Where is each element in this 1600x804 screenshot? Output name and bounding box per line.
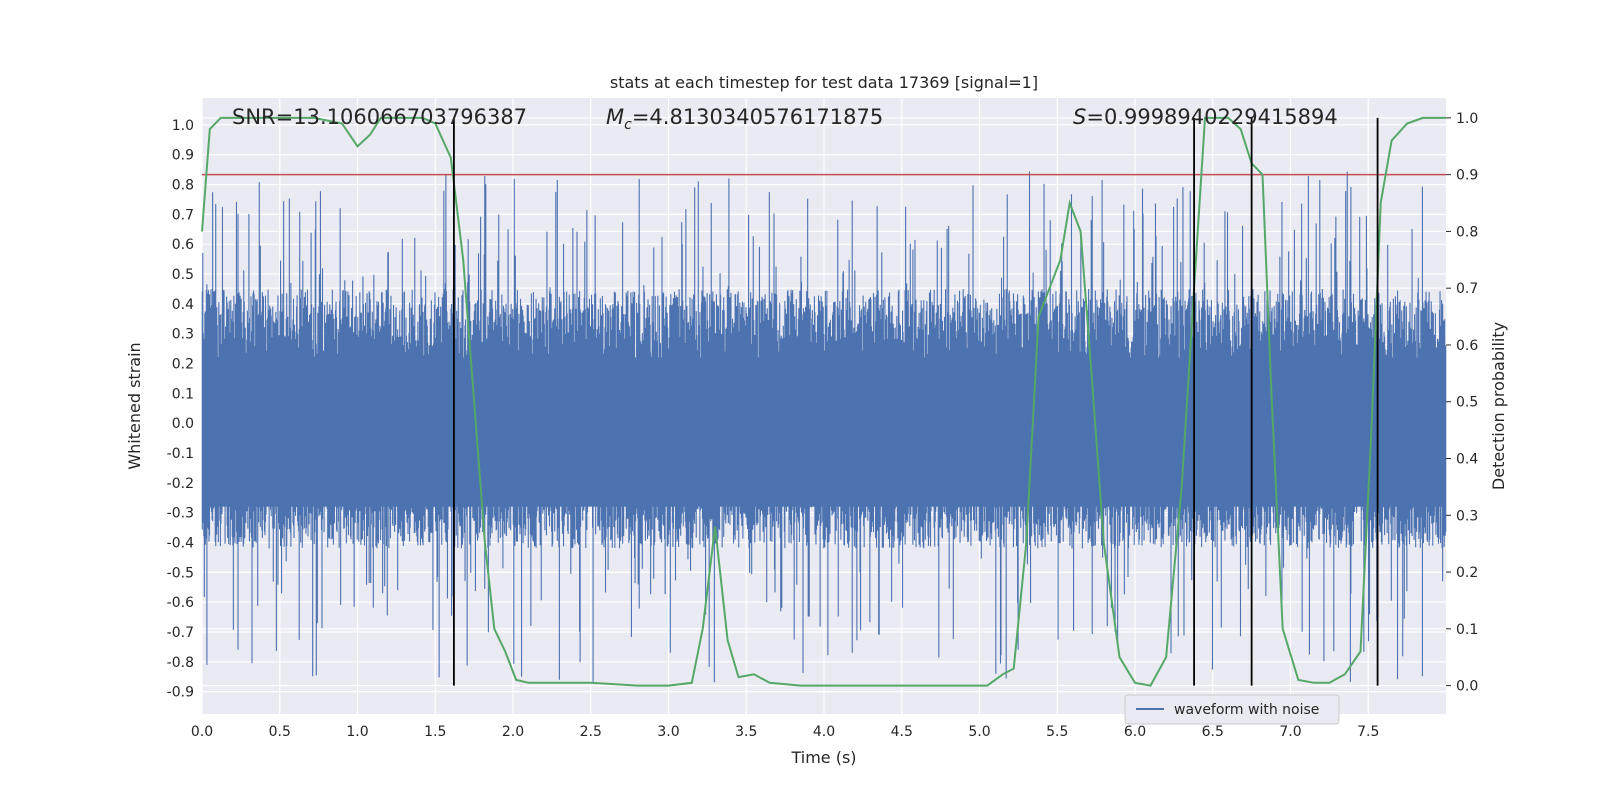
probability-series <box>201 116 1446 687</box>
detection-markers <box>453 117 1379 686</box>
x-axis-ticks: 0.0 0.5 1.0 1.5 2.0 2.5 3.0 3.5 4.0 4.5 5.0 5.5 6.0 6… <box>191 724 1380 740</box>
chirp-mass-symbol: M <box>606 105 624 129</box>
y-left-tick-label: 0.6 <box>172 237 194 253</box>
score-annotation: S=0.9998940229415894 <box>1073 105 1338 129</box>
x-tick-label: 5.0 <box>968 724 990 740</box>
x-axis-label: Time (s) <box>790 748 856 767</box>
y-left-tick-label: 1.0 <box>172 118 194 134</box>
y-left-tick-label: -0.2 <box>167 476 194 492</box>
snr-annotation: SNR=13.106066703796387 <box>232 105 527 129</box>
y-right-tick-label: 0.0 <box>1456 679 1478 695</box>
y-left-tick-label: 0.5 <box>172 267 194 283</box>
x-tick-label: 2.5 <box>580 724 602 740</box>
right-axis-label: Detection probability <box>1489 322 1508 490</box>
chirp-mass-value: =4.8130340576171875 <box>632 105 883 129</box>
x-tick-label: 3.0 <box>657 724 679 740</box>
chart-title: stats at each timestep for test data 173… <box>610 73 1038 92</box>
x-tick-label: 1.0 <box>346 724 368 740</box>
y-left-tick-label: 0.8 <box>172 178 194 194</box>
y-left-tick-label: -0.3 <box>167 506 194 522</box>
y-right-tick-label: 0.8 <box>1456 224 1478 240</box>
chirp-mass-annotation: Mc=4.8130340576171875 <box>606 105 883 133</box>
x-tick-label: 2.0 <box>502 724 524 740</box>
legend: waveform with noise <box>1124 694 1340 725</box>
x-tick-label: 4.0 <box>813 724 835 740</box>
x-tick-label: 4.5 <box>891 724 913 740</box>
left-axis-label: Whitened strain <box>125 342 144 469</box>
y-left-tick-label: -0.7 <box>167 625 194 641</box>
right-axis-ticks: 1.0 0.9 0.8 0.7 0.6 0.5 0.4 0.3 0.2 0.1 0.0 <box>1446 111 1478 695</box>
y-left-tick-label: 0.7 <box>172 207 194 223</box>
x-tick-label: 6.0 <box>1124 724 1146 740</box>
x-tick-label: 5.5 <box>1046 724 1068 740</box>
y-left-tick-label: 0.3 <box>172 327 194 343</box>
y-left-tick-label: -0.4 <box>167 535 194 551</box>
y-right-tick-label: 0.5 <box>1456 395 1478 411</box>
waveform-series <box>201 171 1447 683</box>
chirp-mass-subscript: c <box>624 117 632 133</box>
x-tick-label: 6.5 <box>1202 724 1224 740</box>
y-right-tick-label: 0.1 <box>1456 622 1478 638</box>
y-left-tick-label: -0.9 <box>167 685 194 701</box>
y-left-tick-label: -0.8 <box>167 655 194 671</box>
y-left-tick-label: 0.2 <box>172 356 194 372</box>
score-symbol: S <box>1073 105 1086 129</box>
x-tick-label: 1.5 <box>424 724 446 740</box>
y-left-tick-label: 0.4 <box>172 297 194 313</box>
waveform-core <box>202 357 1446 507</box>
y-left-tick-label: 0.9 <box>172 148 194 164</box>
x-tick-label: 0.5 <box>269 724 291 740</box>
y-left-tick-label: 0.1 <box>172 386 194 402</box>
x-tick-label: 0.0 <box>191 724 213 740</box>
y-right-tick-label: 0.4 <box>1456 452 1478 468</box>
x-tick-label: 7.5 <box>1357 724 1379 740</box>
y-right-tick-label: 0.3 <box>1456 508 1478 524</box>
y-right-tick-label: 0.2 <box>1456 565 1478 581</box>
score-value: =0.9998940229415894 <box>1086 105 1337 129</box>
y-left-tick-label: -0.5 <box>167 565 194 581</box>
y-left-tick-label: 0.0 <box>172 416 194 432</box>
y-right-tick-label: 0.9 <box>1456 168 1478 184</box>
y-right-tick-label: 1.0 <box>1456 111 1478 127</box>
legend-box <box>1124 694 1340 725</box>
y-left-tick-label: -0.6 <box>167 595 194 611</box>
legend-label: waveform with noise <box>1174 702 1319 718</box>
x-tick-label: 3.5 <box>735 724 757 740</box>
y-right-tick-label: 0.7 <box>1456 281 1478 297</box>
y-right-tick-label: 0.6 <box>1456 338 1478 354</box>
probability-line <box>201 116 1446 687</box>
left-axis-ticks: 1.0 0.9 0.8 0.7 0.6 0.5 0.4 0.3 0.2 0.1 0.0 -0.1 -0.… <box>167 118 194 701</box>
x-tick-label: 7.0 <box>1279 724 1301 740</box>
y-left-tick-label: -0.1 <box>167 446 194 462</box>
